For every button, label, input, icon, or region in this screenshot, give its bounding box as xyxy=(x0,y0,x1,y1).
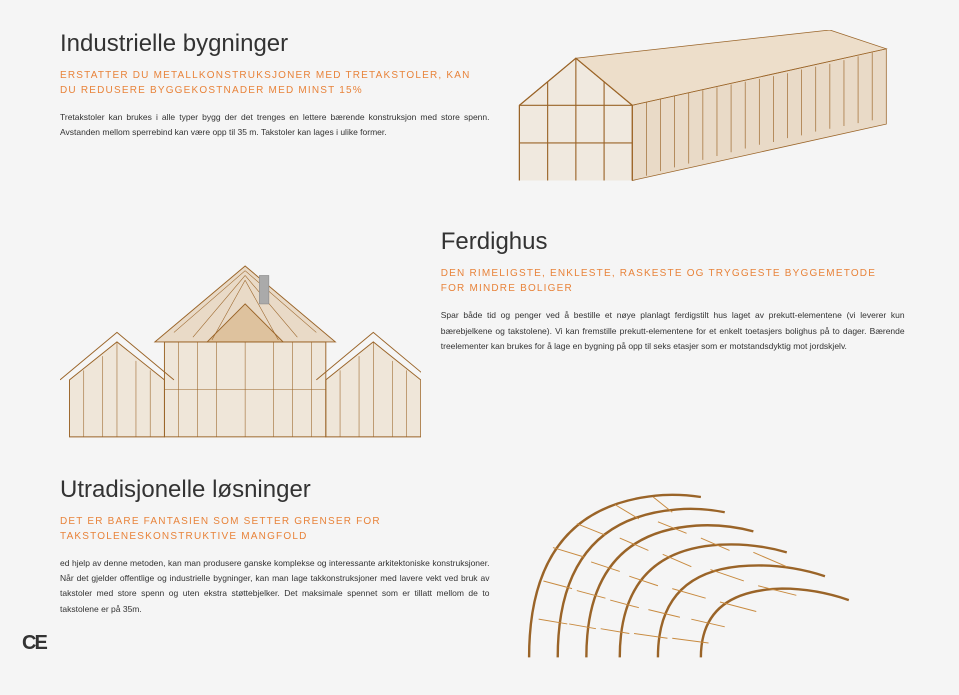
industrial-truss-icon xyxy=(510,30,905,199)
section1-subtitle: ERSTATTER DU METALLKONSTRUKSJONER MED TR… xyxy=(60,68,490,98)
section3-text-block: Utradisjonelle løsninger DET ER BARE FAN… xyxy=(60,476,490,617)
section2-body: Spar både tid og penger ved å bestille e… xyxy=(441,308,905,354)
section3-illustration xyxy=(510,476,854,672)
section3-body: ed hjelp av denne metoden, kan man produ… xyxy=(60,556,490,617)
section2-illustration xyxy=(60,228,421,451)
section-utradisjonelle: Utradisjonelle løsninger DET ER BARE FAN… xyxy=(60,476,919,672)
section1-title: Industrielle bygninger xyxy=(60,30,490,58)
section-ferdighus: Ferdighus DEN RIMELIGSTE, ENKLESTE, RASK… xyxy=(60,228,919,451)
section1-text-block: Industrielle bygninger ERSTATTER DU META… xyxy=(60,30,490,141)
ce-mark-icon: CE xyxy=(22,632,46,655)
section3-subtitle: DET ER BARE FANTASIEN SOM SETTER GRENSER… xyxy=(60,514,490,544)
section1-body: Tretakstoler kan brukes i alle typer byg… xyxy=(60,110,490,141)
section1-illustration xyxy=(510,30,905,204)
section2-text-block: Ferdighus DEN RIMELIGSTE, ENKLESTE, RASK… xyxy=(441,228,905,354)
section2-title: Ferdighus xyxy=(441,228,905,256)
section2-subtitle: DEN RIMELIGSTE, ENKLESTE, RASKESTE OG TR… xyxy=(441,266,905,296)
curved-arch-icon xyxy=(510,476,854,667)
section3-title: Utradisjonelle løsninger xyxy=(60,476,490,504)
section-industrial: Industrielle bygninger ERSTATTER DU META… xyxy=(60,30,919,204)
house-frame-icon xyxy=(60,228,421,446)
